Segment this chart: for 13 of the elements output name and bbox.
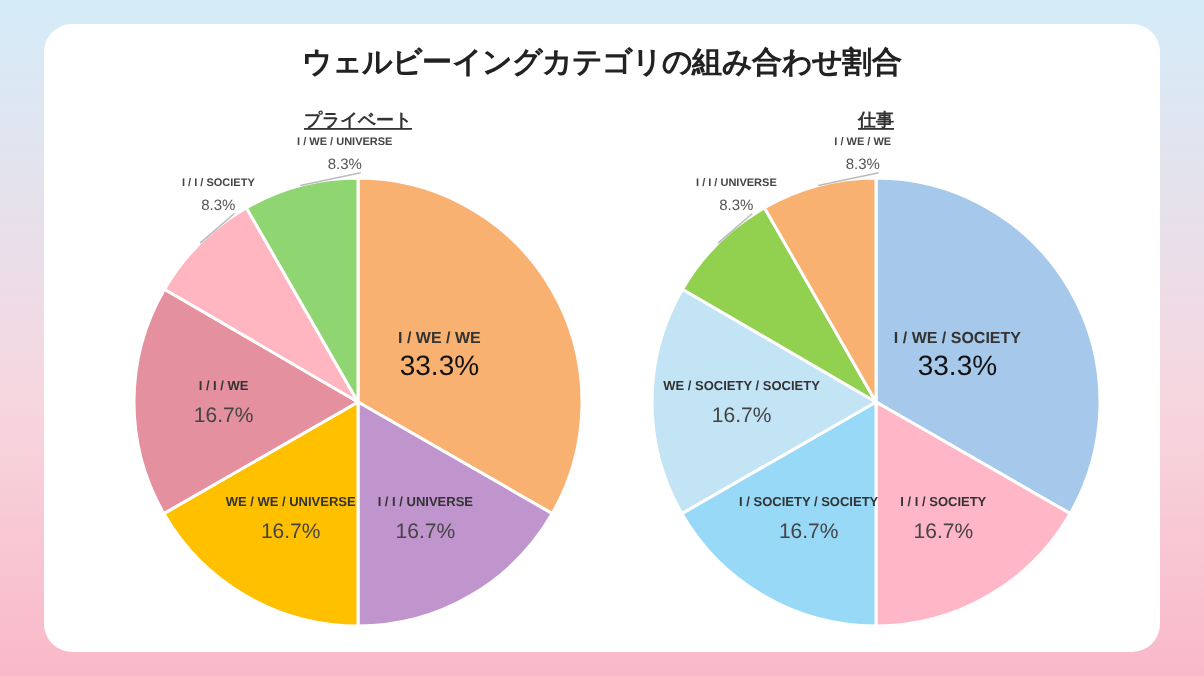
chart-subtitle: プライベート (304, 110, 412, 130)
data-label: 16.7% (778, 520, 839, 545)
slice-label: I / WE / WE (398, 328, 483, 347)
chart-title: 仕事 (856, 110, 894, 130)
slice-label: I / WE / SOCIETY (893, 328, 1023, 347)
data-label: 33.3% (399, 348, 480, 381)
data-label: 16.7% (193, 403, 254, 428)
data-label: 16.7% (395, 520, 456, 545)
data-label: 16.7% (260, 520, 321, 545)
data-label: 16.7% (913, 520, 974, 545)
data-label: 33.3% (917, 348, 998, 381)
chart-title: ウェルビーイングカテゴリの組み合わせ割合 (302, 46, 902, 80)
data-label: 16.7% (711, 403, 772, 428)
